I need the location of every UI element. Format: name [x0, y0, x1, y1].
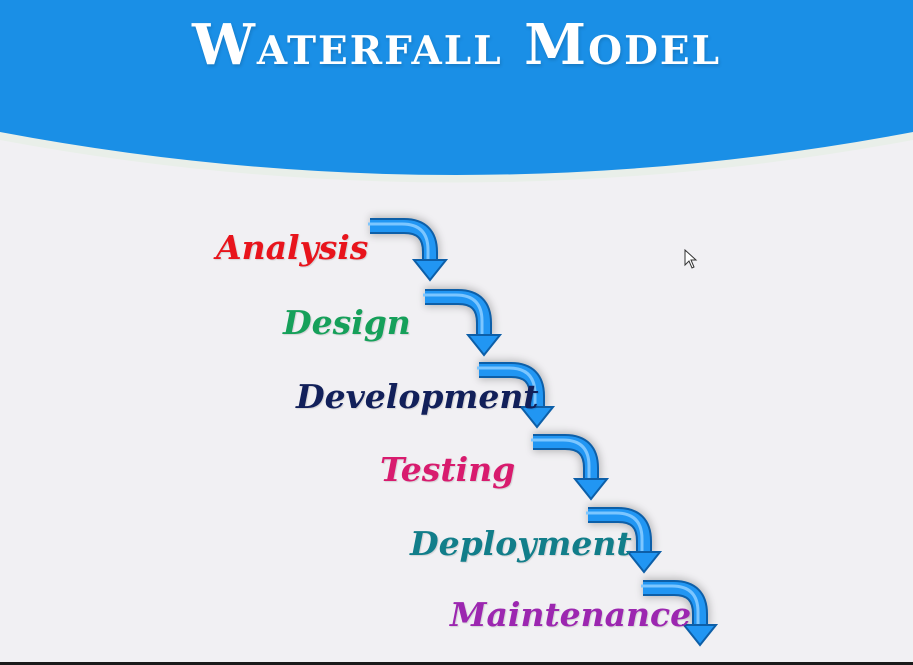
- step-down-arrow-icon: [641, 580, 719, 647]
- page-title: Waterfall Model: [191, 12, 722, 78]
- step-down-arrow-icon: [586, 507, 663, 574]
- stage-design: Design: [283, 303, 411, 342]
- step-down-arrow-icon: [423, 289, 503, 357]
- header-banner: [0, 0, 913, 183]
- step-down-arrow-icon: [368, 218, 449, 282]
- stage-development: Development: [296, 377, 539, 416]
- bottom-border: [0, 662, 913, 665]
- stage-testing: Testing: [380, 450, 516, 489]
- stage-maintenance: Maintenance: [450, 595, 692, 634]
- step-down-arrow-icon: [531, 434, 610, 501]
- stage-analysis: Analysis: [216, 228, 369, 267]
- stage-deployment: Deployment: [410, 524, 632, 563]
- step-down-arrow-icon: [477, 362, 556, 429]
- mouse-pointer-icon: [684, 249, 698, 269]
